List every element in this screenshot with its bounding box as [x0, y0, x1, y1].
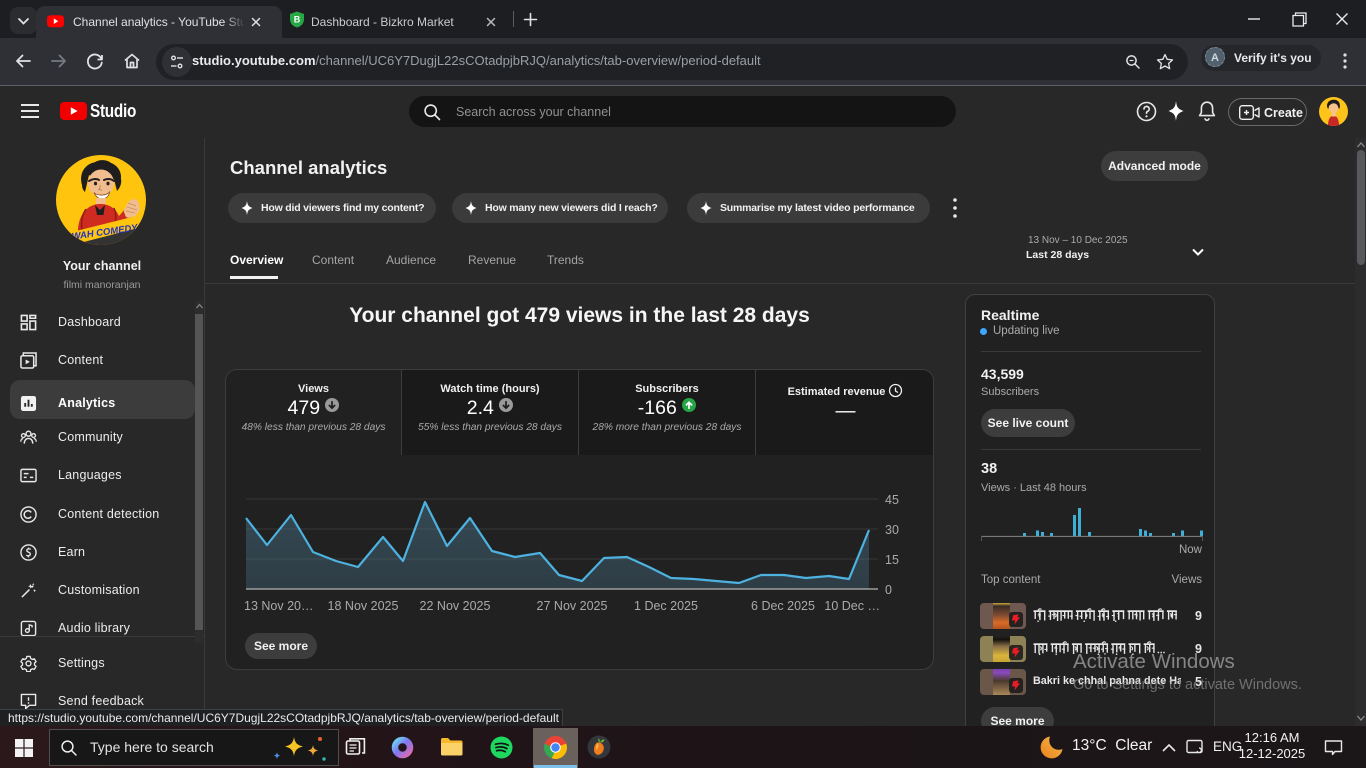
svg-text:22 Nov 2025: 22 Nov 2025 — [420, 599, 491, 613]
svg-text:45: 45 — [885, 493, 899, 507]
svg-text:0: 0 — [885, 583, 892, 597]
svg-text:13 Nov 20…: 13 Nov 20… — [244, 599, 313, 613]
svg-text:6 Dec 2025: 6 Dec 2025 — [751, 599, 815, 613]
svg-text:18 Nov 2025: 18 Nov 2025 — [328, 599, 399, 613]
svg-text:B: B — [294, 15, 301, 25]
svg-text:15: 15 — [885, 553, 899, 567]
svg-text:1 Dec 2025: 1 Dec 2025 — [634, 599, 698, 613]
svg-text:27 Nov 2025: 27 Nov 2025 — [537, 599, 608, 613]
svg-text:30: 30 — [885, 523, 899, 537]
svg-text:10 Dec …: 10 Dec … — [824, 599, 880, 613]
